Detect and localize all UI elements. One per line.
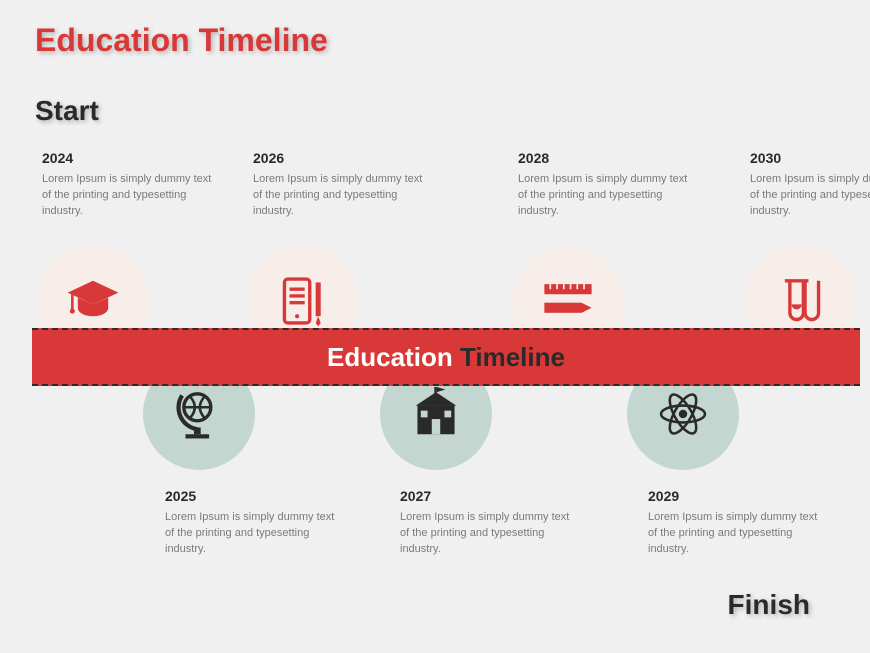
finish-label: Finish <box>728 589 810 621</box>
banner-text: Education Timeline <box>327 342 565 373</box>
test-tubes-icon <box>773 274 827 328</box>
year-label: 2028 <box>518 150 688 166</box>
timeline-item-text: 2025 Lorem Ipsum is simply dummy text of… <box>165 488 335 558</box>
atom-icon <box>656 387 710 441</box>
year-label: 2026 <box>253 150 423 166</box>
item-desc: Lorem Ipsum is simply dummy text of the … <box>42 172 212 220</box>
item-desc: Lorem Ipsum is simply dummy text of the … <box>648 510 818 558</box>
item-desc: Lorem Ipsum is simply dummy text of the … <box>518 172 688 220</box>
item-desc: Lorem Ipsum is simply dummy text of the … <box>165 510 335 558</box>
timeline-banner: Education Timeline <box>32 328 860 386</box>
globe-stand-icon <box>172 387 226 441</box>
timeline-item-text: 2024 Lorem Ipsum is simply dummy text of… <box>42 150 212 220</box>
year-label: 2027 <box>400 488 570 504</box>
banner-word2: Timeline <box>460 342 565 372</box>
timeline-item-text: 2030 Lorem Ipsum is simply dummy text of… <box>750 150 870 220</box>
start-label: Start <box>35 95 99 127</box>
item-desc: Lorem Ipsum is simply dummy text of the … <box>750 172 870 220</box>
timeline-item-text: 2029 Lorem Ipsum is simply dummy text of… <box>648 488 818 558</box>
year-label: 2024 <box>42 150 212 166</box>
grad-cap-icon <box>66 274 120 328</box>
timeline-item-text: 2027 Lorem Ipsum is simply dummy text of… <box>400 488 570 558</box>
year-label: 2025 <box>165 488 335 504</box>
ruler-pencil-icon <box>541 274 595 328</box>
school-building-icon <box>409 387 463 441</box>
page-title: Education Timeline <box>35 22 328 59</box>
year-label: 2030 <box>750 150 870 166</box>
tablet-pen-icon <box>276 274 330 328</box>
year-label: 2029 <box>648 488 818 504</box>
timeline-item-text: 2028 Lorem Ipsum is simply dummy text of… <box>518 150 688 220</box>
item-desc: Lorem Ipsum is simply dummy text of the … <box>253 172 423 220</box>
timeline-item-text: 2026 Lorem Ipsum is simply dummy text of… <box>253 150 423 220</box>
banner-word1: Education <box>327 342 453 372</box>
item-desc: Lorem Ipsum is simply dummy text of the … <box>400 510 570 558</box>
